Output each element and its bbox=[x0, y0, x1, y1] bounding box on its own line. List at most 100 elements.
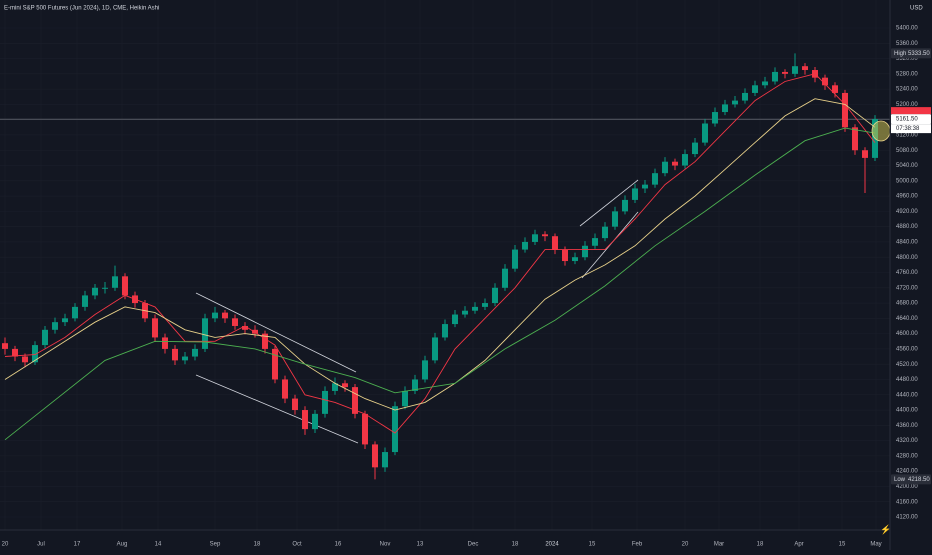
candle-body bbox=[542, 234, 548, 237]
x-tick-label: Feb bbox=[632, 542, 643, 548]
candle-body bbox=[792, 66, 798, 74]
candle-body bbox=[102, 287, 108, 289]
candle-body bbox=[232, 318, 238, 326]
candle-body bbox=[522, 241, 528, 250]
y-tick-label: 4560.00 bbox=[896, 346, 918, 352]
x-tick-label: 17 bbox=[74, 542, 81, 548]
candle-body bbox=[642, 184, 648, 189]
x-tick-label: Sep bbox=[210, 542, 221, 548]
y-tick-label: 5280.00 bbox=[896, 71, 918, 77]
candle-body bbox=[152, 318, 158, 338]
candle-body bbox=[382, 452, 388, 468]
candle-body bbox=[312, 413, 318, 430]
y-tick-label: 4600.00 bbox=[896, 331, 918, 337]
candle-body bbox=[202, 318, 208, 349]
candle-body bbox=[572, 257, 578, 262]
candle-body bbox=[482, 303, 488, 307]
trend-line bbox=[195, 292, 357, 373]
candle-body bbox=[662, 161, 668, 174]
high-label-box bbox=[891, 48, 931, 59]
x-tick-label: 13 bbox=[417, 542, 424, 548]
plot bbox=[2, 53, 878, 480]
high-label: High 5333.50 bbox=[891, 48, 931, 59]
y-tick-label: 4920.00 bbox=[896, 209, 918, 215]
chart-title: E-mini S&P 500 Futures (Jun 2024), 1D, C… bbox=[4, 6, 159, 12]
x-tick-label: May bbox=[870, 542, 881, 548]
price-flag bbox=[891, 107, 931, 115]
candle-body bbox=[252, 329, 258, 334]
x-tick-label: 20 bbox=[682, 542, 689, 548]
y-tick-label: 5360.00 bbox=[896, 41, 918, 47]
moving-average-line bbox=[4, 73, 876, 434]
x-tick-label: 18 bbox=[254, 542, 261, 548]
candle-body bbox=[442, 324, 448, 338]
candle-body bbox=[622, 199, 628, 212]
candle-body bbox=[222, 312, 228, 319]
candle-body bbox=[342, 383, 348, 388]
y-tick-label: 4360.00 bbox=[896, 423, 918, 429]
candle-body bbox=[842, 92, 848, 128]
candle-body bbox=[72, 306, 78, 319]
candle-body bbox=[762, 81, 768, 86]
x-tick-label: 16 bbox=[335, 542, 342, 548]
moving-average-line bbox=[4, 127, 876, 441]
x-tick-label: 18 bbox=[512, 542, 519, 548]
trend-line bbox=[579, 179, 639, 227]
candle-body bbox=[532, 234, 538, 242]
candle-body bbox=[362, 413, 368, 445]
y-tick-label: 4280.00 bbox=[896, 453, 918, 459]
axes: 5400.00 5360.00 5320.00 5280.00 5240.00 5200.… bbox=[2, 26, 931, 548]
candle-body bbox=[242, 325, 248, 330]
candle-body bbox=[432, 337, 438, 361]
candle-body bbox=[802, 66, 808, 71]
x-tick-label: Mar bbox=[714, 542, 724, 548]
candle-body bbox=[352, 387, 358, 414]
moving-average-line bbox=[4, 98, 876, 411]
x-tick-label: Nov bbox=[380, 542, 391, 548]
low-label-value: 4218.50 bbox=[908, 477, 930, 483]
x-tick-label: 18 bbox=[757, 542, 764, 548]
candle-body bbox=[412, 379, 418, 391]
candle-body bbox=[512, 249, 518, 269]
high-label-caption: High bbox=[894, 51, 906, 57]
trend-line bbox=[195, 374, 359, 444]
y-tick-label: 4160.00 bbox=[896, 499, 918, 505]
settings-icon[interactable]: ⚡ bbox=[880, 523, 891, 535]
candle-body bbox=[562, 249, 568, 262]
candle-body bbox=[82, 295, 88, 307]
candle-body bbox=[582, 245, 588, 258]
candle-body bbox=[182, 356, 188, 361]
low-label: Low 4218.50 bbox=[891, 474, 931, 485]
countdown: 07:38:38 bbox=[896, 126, 920, 132]
candle-body bbox=[692, 142, 698, 155]
x-tick-label: 15 bbox=[839, 542, 846, 548]
y-tick-label: 5400.00 bbox=[896, 26, 918, 32]
x-tick-label: 20 bbox=[2, 542, 9, 548]
candle-body bbox=[262, 333, 268, 349]
candle-body bbox=[32, 345, 38, 363]
highlight-circle bbox=[871, 120, 891, 142]
y-tick-label: 4960.00 bbox=[896, 194, 918, 200]
candle-body bbox=[492, 287, 498, 304]
y-tick-label: 4480.00 bbox=[896, 377, 918, 383]
x-tick-label: Apr bbox=[794, 542, 803, 548]
candle-body bbox=[12, 348, 18, 357]
candle-body bbox=[502, 268, 508, 288]
candle-body bbox=[702, 123, 708, 143]
candle-body bbox=[282, 379, 288, 399]
candle-body bbox=[52, 322, 58, 330]
candle-body bbox=[392, 406, 398, 453]
y-tick-label: 4320.00 bbox=[896, 438, 918, 444]
candle-body bbox=[112, 276, 118, 288]
y-tick-label: 4680.00 bbox=[896, 301, 918, 307]
x-tick-label: 14 bbox=[155, 542, 162, 548]
candle-body bbox=[62, 318, 68, 323]
y-tick-label: 4400.00 bbox=[896, 408, 918, 414]
y-tick-label: 5320.00 bbox=[896, 56, 918, 62]
candle-body bbox=[452, 314, 458, 325]
low-label-caption: Low bbox=[894, 477, 906, 483]
y-tick-label: 5040.00 bbox=[896, 163, 918, 169]
last-price-label-box bbox=[891, 114, 931, 125]
